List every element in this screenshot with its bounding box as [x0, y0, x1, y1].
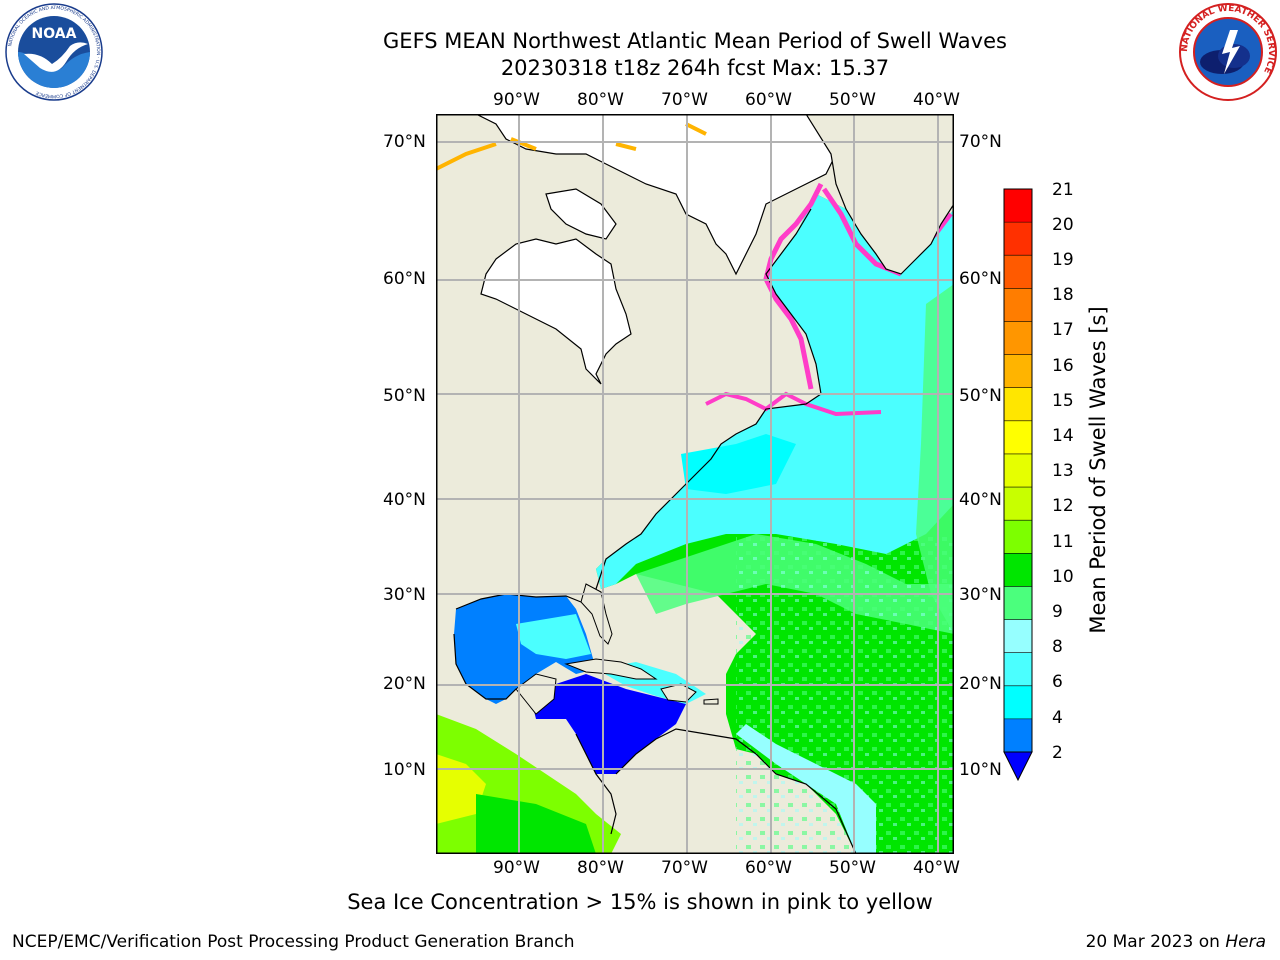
puerto-rico [703, 698, 719, 705]
svg-text:NOAA: NOAA [32, 26, 77, 42]
lon-label-bottom: 60°W [745, 858, 792, 878]
colorbar-segment [1004, 321, 1032, 356]
lon-label-top: 50°W [829, 90, 876, 110]
caribbean-sea [531, 674, 686, 774]
colorbar-tick: 6 [1052, 672, 1063, 692]
colorbar-tick: 9 [1052, 602, 1063, 622]
footer-credit: NCEP/EMC/Verification Post Processing Pr… [12, 932, 575, 952]
map-frame [436, 114, 954, 854]
lon-label-bottom: 70°W [661, 858, 708, 878]
colorbar-extend-arrow [1003, 751, 1033, 782]
labrador-sea-cyan [596, 194, 954, 589]
colorbar-tick: 19 [1052, 250, 1074, 270]
east-edge-band [916, 284, 954, 634]
pacific-green-2 [476, 794, 596, 854]
colorbar-tick: 15 [1052, 391, 1074, 411]
lat-label-right: 40°N [959, 490, 1002, 510]
lat-label-right: 20°N [959, 674, 1002, 694]
colorbar-segment [1004, 222, 1032, 256]
cuba [564, 658, 658, 680]
lon-label-bottom: 80°W [577, 858, 624, 878]
map-svg [436, 114, 954, 854]
colorbar-segment [1004, 487, 1032, 521]
near-coast-cyan [681, 434, 796, 494]
colorbar-segment [1004, 387, 1032, 422]
colorbar-segment [1004, 520, 1032, 554]
chart-subtitle: 20230318 t18z 264h fcst Max: 15.37 [500, 56, 890, 80]
colorbar-segment [1004, 453, 1032, 488]
sea-ice-note: Sea Ice Concentration > 15% is shown in … [347, 890, 933, 914]
pacific-yellow [436, 754, 486, 824]
baffin-ice [545, 188, 617, 240]
colorbar-tick: 20 [1052, 215, 1074, 235]
lat-label-left: 10°N [383, 760, 426, 780]
colorbar-segment [1004, 553, 1032, 587]
colorbar-tick: 4 [1052, 708, 1063, 728]
colorbar-tick: 2 [1052, 743, 1063, 763]
lat-label-left: 40°N [383, 490, 426, 510]
footer-host: Hera [1225, 932, 1266, 952]
lon-label-bottom: 40°W [913, 858, 960, 878]
lat-label-right: 30°N [959, 585, 1002, 605]
nws-logo: NATIONAL WEATHER SERVICE [1179, 3, 1277, 101]
lon-label-top: 70°W [661, 90, 708, 110]
colorbar-tick: 14 [1052, 426, 1074, 446]
gulf-cyan-patch [516, 614, 591, 659]
colorbar-frame [1003, 188, 1033, 753]
footer-date-text: 20 Mar 2023 on [1085, 932, 1220, 952]
gulf-coast-line [453, 593, 582, 700]
map-panel [436, 114, 954, 854]
lat-label-left: 50°N [383, 386, 426, 406]
south-america-coast [615, 728, 857, 854]
colorbar-segment [1004, 420, 1032, 455]
colorbar-segment [1004, 685, 1032, 720]
colorbar-tick: 8 [1052, 637, 1063, 657]
graticule [436, 114, 954, 854]
lon-label-bottom: 90°W [493, 858, 540, 878]
lat-label-right: 60°N [959, 269, 1002, 289]
lat-label-left: 20°N [383, 674, 426, 694]
lon-label-top: 90°W [493, 90, 540, 110]
colorbar-tick: 16 [1052, 356, 1074, 376]
colorbar-tick: 17 [1052, 320, 1074, 340]
lat-label-right: 50°N [959, 386, 1002, 406]
colorbar-segment [1004, 288, 1032, 322]
lat-label-right: 10°N [959, 760, 1002, 780]
colorbar-tick: 13 [1052, 461, 1074, 481]
lat-label-left: 30°N [383, 585, 426, 605]
colorbar-segment [1004, 354, 1032, 389]
lat-label-left: 60°N [383, 269, 426, 289]
lat-label-left: 70°N [383, 132, 426, 152]
lon-label-top: 80°W [577, 90, 624, 110]
colorbar-segment [1004, 652, 1032, 687]
colorbar-tick: 11 [1052, 532, 1074, 552]
colorbar-segment [1004, 255, 1032, 289]
lon-label-top: 60°W [745, 90, 792, 110]
colorbar-segment [1004, 619, 1032, 654]
chart-title: GEFS MEAN Northwest Atlantic Mean Period… [383, 29, 1007, 53]
colorbar-tick: 18 [1052, 285, 1074, 305]
colorbar-tick: 10 [1052, 567, 1074, 587]
colorbar-segment [1004, 586, 1032, 621]
colorbar-tick: 12 [1052, 496, 1074, 516]
colorbar-tick: 21 [1052, 180, 1074, 200]
lon-label-bottom: 50°W [829, 858, 876, 878]
noaa-logo: NOAA NATIONAL OCEANIC AND ATMOSPHERIC AD… [5, 3, 103, 101]
lon-label-top: 40°W [913, 90, 960, 110]
colorbar [1003, 188, 1033, 782]
lat-label-right: 70°N [959, 132, 1002, 152]
colorbar-segment [1004, 718, 1032, 753]
colorbar-segment [1004, 189, 1032, 223]
greenland [805, 114, 954, 275]
sea-ice-arctic [436, 122, 843, 171]
footer-date: 20 Mar 2023 on Hera [1086, 932, 1266, 952]
